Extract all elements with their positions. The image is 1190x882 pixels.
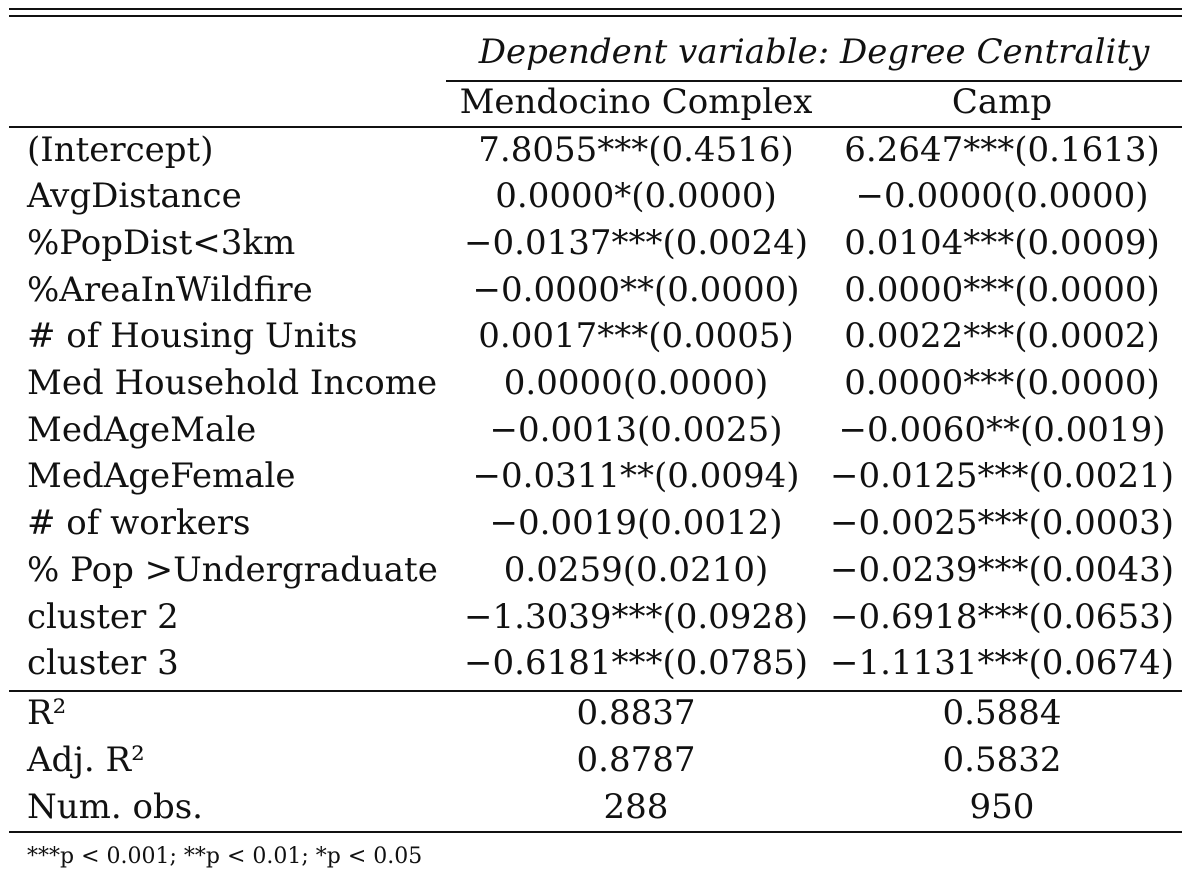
table-top-rule-inner	[9, 15, 1182, 17]
cell-camp: 0.0000***(0.0000)	[844, 270, 1160, 310]
table-row: cluster 3 −0.6181***(0.0785) −1.1131***(…	[0, 640, 1190, 686]
table-row: MedAgeMale −0.0013(0.0025) −0.0060**(0.0…	[0, 407, 1190, 453]
row-label: AvgDistance	[27, 176, 242, 216]
row-label: Med Household Income	[27, 363, 438, 403]
dependent-variable-underline	[446, 80, 1182, 82]
cell-mendocino: 0.0017***(0.0005)	[478, 316, 794, 356]
cell-camp: −1.1131***(0.0674)	[830, 643, 1174, 683]
row-label: Adj. R²	[27, 740, 145, 780]
cell-mendocino: −0.0137***(0.0024)	[464, 223, 808, 263]
row-label: %PopDist<3km	[27, 223, 296, 263]
table-row: # of Housing Units 0.0017***(0.0005) 0.0…	[0, 313, 1190, 359]
significance-footnote: ***p < 0.001; **p < 0.01; *p < 0.05	[27, 844, 423, 869]
cell-camp: 0.5832	[942, 740, 1062, 780]
cell-camp: −0.6918***(0.0653)	[830, 597, 1174, 637]
cell-camp: −0.0125***(0.0021)	[830, 456, 1174, 496]
cell-camp: −0.0060**(0.0019)	[838, 410, 1166, 450]
header-rule	[9, 126, 1182, 128]
cell-camp: 0.0104***(0.0009)	[844, 223, 1160, 263]
cell-mendocino: 7.8055***(0.4516)	[478, 130, 794, 170]
table-row: AvgDistance 0.0000*(0.0000) −0.0000(0.00…	[0, 173, 1190, 219]
cell-camp: 950	[969, 787, 1035, 827]
cell-mendocino: −0.0019(0.0012)	[489, 503, 783, 543]
cell-mendocino: −0.0311**(0.0094)	[472, 456, 800, 496]
row-label: Num. obs.	[27, 787, 203, 827]
stat-row: R² 0.8837 0.5884	[0, 690, 1190, 736]
cell-mendocino: −0.6181***(0.0785)	[464, 643, 808, 683]
column-header-camp: Camp	[951, 82, 1053, 122]
table-row: MedAgeFemale −0.0311**(0.0094) −0.0125**…	[0, 453, 1190, 499]
cell-camp: −0.0239***(0.0043)	[830, 550, 1174, 590]
cell-mendocino: 0.8837	[576, 693, 696, 733]
cell-mendocino: −1.3039***(0.0928)	[464, 597, 808, 637]
cell-mendocino: 0.0000(0.0000)	[503, 363, 769, 403]
row-label: (Intercept)	[27, 130, 214, 170]
table-row: Med Household Income 0.0000(0.0000) 0.00…	[0, 360, 1190, 406]
row-label: # of Housing Units	[27, 316, 358, 356]
table-row: % Pop >Undergraduate 0.0259(0.0210) −0.0…	[0, 547, 1190, 593]
table-row: # of workers −0.0019(0.0012) −0.0025***(…	[0, 500, 1190, 546]
cell-camp: 0.0000***(0.0000)	[844, 363, 1160, 403]
cell-mendocino: 0.0000*(0.0000)	[495, 176, 777, 216]
table-row: %AreaInWildfire −0.0000**(0.0000) 0.0000…	[0, 267, 1190, 313]
stat-row: Num. obs. 288 950	[0, 784, 1190, 830]
table-row: (Intercept) 7.8055***(0.4516) 6.2647***(…	[0, 127, 1190, 173]
row-label: cluster 2	[27, 597, 179, 637]
cell-camp: 0.5884	[942, 693, 1062, 733]
cell-mendocino: 288	[603, 787, 669, 827]
table-row: cluster 2 −1.3039***(0.0928) −0.6918***(…	[0, 594, 1190, 640]
stats-rule	[9, 690, 1182, 692]
cell-camp: −0.0000(0.0000)	[855, 176, 1149, 216]
cell-camp: 6.2647***(0.1613)	[844, 130, 1160, 170]
dependent-variable-header: Dependent variable: Degree Centrality	[478, 32, 1150, 72]
row-label: %AreaInWildfire	[27, 270, 313, 310]
cell-camp: 0.0022***(0.0002)	[844, 316, 1160, 356]
table-top-rule	[9, 8, 1182, 10]
cell-camp: −0.0025***(0.0003)	[830, 503, 1174, 543]
column-header-mendocino: Mendocino Complex	[459, 82, 813, 122]
cell-mendocino: −0.0000**(0.0000)	[472, 270, 800, 310]
stat-row: Adj. R² 0.8787 0.5832	[0, 737, 1190, 783]
cell-mendocino: 0.8787	[576, 740, 696, 780]
row-label: cluster 3	[27, 643, 179, 683]
row-label: # of workers	[27, 503, 251, 543]
row-label: MedAgeMale	[27, 410, 257, 450]
cell-mendocino: 0.0259(0.0210)	[503, 550, 769, 590]
cell-mendocino: −0.0013(0.0025)	[489, 410, 783, 450]
row-label: MedAgeFemale	[27, 456, 296, 496]
table-row: %PopDist<3km −0.0137***(0.0024) 0.0104**…	[0, 220, 1190, 266]
table-bottom-rule	[9, 831, 1182, 833]
row-label: R²	[27, 693, 67, 733]
row-label: % Pop >Undergraduate	[27, 550, 438, 590]
